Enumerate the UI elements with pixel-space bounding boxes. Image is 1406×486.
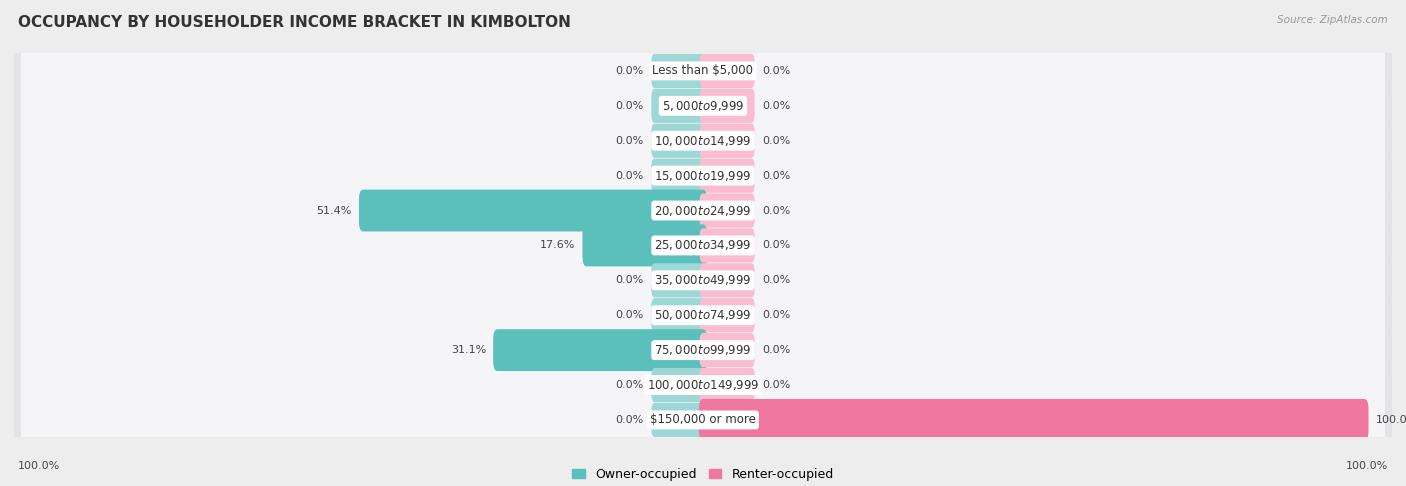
FancyBboxPatch shape [11,351,1395,419]
Text: 0.0%: 0.0% [762,66,790,76]
FancyBboxPatch shape [21,116,1385,166]
Text: 0.0%: 0.0% [762,206,790,215]
FancyBboxPatch shape [700,228,755,262]
FancyBboxPatch shape [700,333,755,367]
FancyBboxPatch shape [21,290,1385,340]
Text: 0.0%: 0.0% [616,276,644,285]
Text: 31.1%: 31.1% [451,345,486,355]
FancyBboxPatch shape [700,158,755,193]
Text: $5,000 to $9,999: $5,000 to $9,999 [662,99,744,113]
FancyBboxPatch shape [651,298,706,332]
Text: $25,000 to $34,999: $25,000 to $34,999 [654,239,752,252]
FancyBboxPatch shape [651,123,706,158]
Text: 0.0%: 0.0% [762,136,790,146]
FancyBboxPatch shape [11,177,1395,244]
FancyBboxPatch shape [21,325,1385,375]
FancyBboxPatch shape [21,151,1385,201]
Text: $20,000 to $24,999: $20,000 to $24,999 [654,204,752,218]
FancyBboxPatch shape [699,399,1368,441]
FancyBboxPatch shape [651,158,706,193]
FancyBboxPatch shape [21,220,1385,271]
FancyBboxPatch shape [11,37,1395,105]
FancyBboxPatch shape [11,72,1395,139]
FancyBboxPatch shape [651,89,706,123]
Text: 0.0%: 0.0% [762,171,790,181]
Text: OCCUPANCY BY HOUSEHOLDER INCOME BRACKET IN KIMBOLTON: OCCUPANCY BY HOUSEHOLDER INCOME BRACKET … [18,15,571,30]
Text: 0.0%: 0.0% [762,101,790,111]
FancyBboxPatch shape [700,193,755,227]
Legend: Owner-occupied, Renter-occupied: Owner-occupied, Renter-occupied [572,468,834,481]
Text: 0.0%: 0.0% [762,380,790,390]
Text: 0.0%: 0.0% [616,171,644,181]
Text: 0.0%: 0.0% [762,241,790,250]
Text: $35,000 to $49,999: $35,000 to $49,999 [654,273,752,287]
Text: 17.6%: 17.6% [540,241,575,250]
FancyBboxPatch shape [651,368,706,402]
Text: 100.0%: 100.0% [1346,461,1388,471]
Text: $100,000 to $149,999: $100,000 to $149,999 [647,378,759,392]
FancyBboxPatch shape [11,316,1395,384]
FancyBboxPatch shape [494,329,707,371]
FancyBboxPatch shape [700,263,755,297]
Text: 0.0%: 0.0% [616,66,644,76]
FancyBboxPatch shape [651,263,706,297]
FancyBboxPatch shape [11,107,1395,174]
Text: 0.0%: 0.0% [762,345,790,355]
FancyBboxPatch shape [700,89,755,123]
FancyBboxPatch shape [21,185,1385,236]
Text: 0.0%: 0.0% [616,310,644,320]
FancyBboxPatch shape [700,298,755,332]
FancyBboxPatch shape [700,123,755,158]
FancyBboxPatch shape [11,142,1395,209]
FancyBboxPatch shape [359,190,707,231]
FancyBboxPatch shape [11,246,1395,314]
Text: $150,000 or more: $150,000 or more [650,414,756,426]
Text: 0.0%: 0.0% [616,380,644,390]
FancyBboxPatch shape [651,54,706,88]
FancyBboxPatch shape [11,281,1395,349]
FancyBboxPatch shape [651,403,706,437]
Text: 0.0%: 0.0% [616,415,644,425]
Text: Source: ZipAtlas.com: Source: ZipAtlas.com [1277,15,1388,25]
FancyBboxPatch shape [582,225,707,266]
Text: 0.0%: 0.0% [616,136,644,146]
Text: 100.0%: 100.0% [18,461,60,471]
FancyBboxPatch shape [21,255,1385,306]
Text: 0.0%: 0.0% [762,310,790,320]
FancyBboxPatch shape [21,360,1385,410]
Text: 51.4%: 51.4% [316,206,352,215]
Text: 100.0%: 100.0% [1375,415,1406,425]
FancyBboxPatch shape [700,368,755,402]
FancyBboxPatch shape [21,395,1385,445]
Text: $10,000 to $14,999: $10,000 to $14,999 [654,134,752,148]
FancyBboxPatch shape [21,81,1385,131]
FancyBboxPatch shape [11,386,1395,454]
Text: $75,000 to $99,999: $75,000 to $99,999 [654,343,752,357]
Text: $50,000 to $74,999: $50,000 to $74,999 [654,308,752,322]
FancyBboxPatch shape [700,54,755,88]
Text: Less than $5,000: Less than $5,000 [652,65,754,77]
Text: $15,000 to $19,999: $15,000 to $19,999 [654,169,752,183]
Text: 0.0%: 0.0% [616,101,644,111]
Text: 0.0%: 0.0% [762,276,790,285]
FancyBboxPatch shape [11,211,1395,279]
FancyBboxPatch shape [21,46,1385,96]
